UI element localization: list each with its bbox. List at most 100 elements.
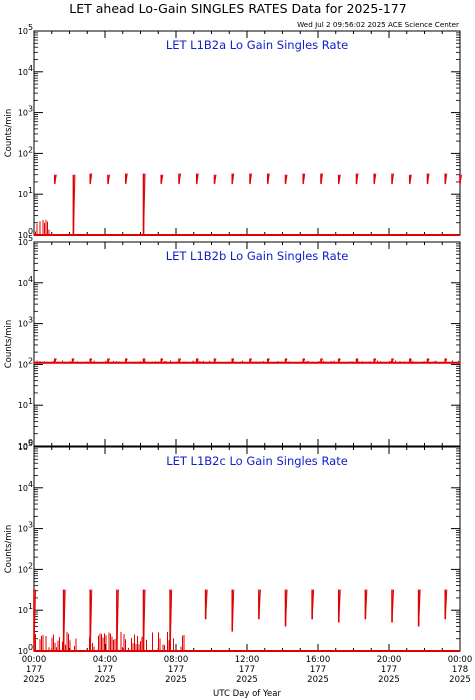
spike-edge	[356, 358, 359, 363]
y-tick-exponent: 3	[28, 521, 33, 530]
spike-edge	[427, 173, 430, 184]
spike-edge	[249, 358, 252, 363]
spike-edge	[444, 358, 448, 363]
panel-frame	[33, 30, 461, 236]
spike-edge	[125, 358, 128, 363]
spike-edge	[143, 358, 146, 363]
x-tick-label-time: 12:00	[235, 655, 260, 665]
y-tick-exponent: 0	[28, 643, 33, 652]
y-tick-label: 10	[18, 68, 28, 77]
panel-title: LET L1B2b Lo Gain Singles Rate	[166, 249, 349, 263]
x-axis-label: UTC Day of Year	[213, 689, 281, 699]
y-tick-exponent: 3	[28, 316, 33, 325]
spike-edge	[391, 358, 394, 363]
spike-edge	[107, 358, 110, 363]
spike-edge	[249, 173, 253, 184]
spike-edge	[72, 174, 76, 236]
y-tick-exponent: 3	[28, 105, 33, 114]
spike-edge	[89, 589, 93, 652]
panel-title: LET L1B2c Lo Gain Singles Rate	[166, 454, 348, 468]
spike-edge	[63, 589, 66, 652]
spike-edge	[285, 589, 288, 627]
chart-title: LET ahead Lo-Gain SINGLES RATES Data for…	[69, 1, 406, 16]
y-tick-label: 10	[18, 525, 28, 534]
y-tick-exponent: 1	[28, 186, 33, 195]
y-tick-exponent: 2	[28, 561, 33, 570]
spike-edge	[459, 174, 462, 184]
spike-edge	[444, 589, 448, 620]
x-tick-label-time: 20:00	[377, 655, 402, 665]
y-tick-label: 10	[18, 484, 28, 493]
y-tick-label: 10	[18, 238, 28, 247]
y-axis-label: Counts/min	[4, 109, 14, 158]
spike-edge	[373, 358, 377, 363]
x-tick-label-doy: 177	[310, 665, 326, 675]
panel-frame	[33, 241, 461, 447]
y-tick-label: 10	[18, 190, 28, 199]
spike-edge	[72, 358, 75, 363]
series-line	[33, 589, 460, 652]
spike-edge	[391, 173, 395, 184]
series-line	[34, 173, 462, 236]
spike-edge	[116, 589, 119, 652]
y-tick-exponent: 0	[28, 438, 33, 447]
spike-edge	[311, 589, 315, 620]
spike-edge	[302, 173, 306, 184]
spike-edge	[267, 358, 270, 363]
y-tick-label: 10	[18, 360, 28, 369]
spike-edge	[169, 589, 173, 652]
spike-edge	[178, 173, 182, 184]
spike-edge	[320, 173, 324, 184]
spike-edge	[427, 358, 430, 363]
x-tick-label-time: 08:00	[164, 655, 189, 665]
spike-edge	[205, 589, 208, 620]
y-tick-exponent: 2	[28, 356, 33, 365]
x-tick-label-doy: 178	[452, 665, 468, 675]
spike-edge	[160, 358, 164, 363]
y-axis-label: Counts/min	[4, 525, 14, 574]
y-tick-exponent: 4	[28, 480, 33, 489]
x-tick-label-time: 00:00	[448, 655, 473, 665]
y-tick-label: 10	[18, 231, 28, 240]
spike-edge	[54, 358, 57, 363]
y-tick-exponent: 1	[28, 602, 33, 611]
y-tick-label: 10	[18, 109, 28, 118]
spike-edge	[258, 589, 261, 620]
x-tick-label-doy: 177	[239, 665, 255, 675]
x-ticks	[33, 447, 461, 651]
y-tick-exponent: 5	[28, 23, 33, 32]
x-tick-label-year: 2025	[449, 675, 471, 685]
y-tick-exponent: 4	[28, 64, 33, 73]
x-tick-label-year: 2025	[94, 675, 116, 685]
spike-edge	[178, 358, 181, 363]
y-ticks	[34, 30, 460, 236]
spike-edge	[373, 173, 377, 184]
spike-edge	[196, 173, 199, 184]
y-tick-label: 10	[18, 606, 28, 615]
spike-edge	[356, 173, 359, 184]
spike-edge	[196, 358, 199, 363]
spike-edge	[302, 358, 306, 363]
y-tick-exponent: 5	[28, 439, 33, 448]
x-ticks	[33, 242, 461, 446]
spike-edge	[338, 358, 341, 363]
y-tick-label: 10	[18, 279, 28, 288]
spike-edge	[231, 589, 235, 632]
spike-edge	[33, 589, 36, 652]
spike-edge	[418, 589, 421, 627]
y-tick-label: 10	[18, 647, 28, 656]
y-tick-exponent: 5	[28, 234, 33, 243]
x-tick-label-year: 2025	[378, 675, 400, 685]
spike-edge	[409, 358, 412, 363]
spike-edge	[391, 589, 395, 623]
y-tick-label: 10	[18, 320, 28, 329]
x-tick-label-doy: 177	[168, 665, 184, 675]
spike-edge	[285, 358, 288, 363]
x-tick-label-doy: 177	[26, 665, 42, 675]
spike-edge	[107, 174, 111, 184]
spike-edge	[89, 358, 93, 363]
spike-edge	[338, 589, 341, 623]
y-tick-exponent: 4	[28, 275, 33, 284]
